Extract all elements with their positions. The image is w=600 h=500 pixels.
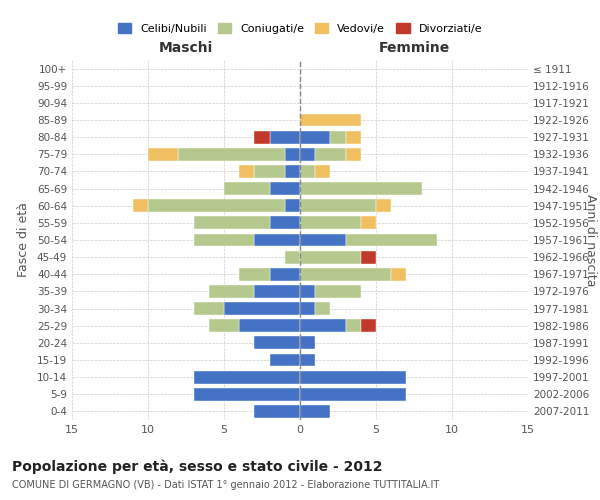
Bar [300, 200, 376, 212]
Bar [224, 302, 300, 315]
Bar [194, 388, 300, 400]
Bar [239, 320, 300, 332]
Bar [285, 200, 300, 212]
Bar [209, 320, 239, 332]
Bar [254, 405, 300, 418]
Bar [346, 320, 361, 332]
Y-axis label: Fasce di età: Fasce di età [17, 202, 30, 278]
Bar [300, 250, 361, 264]
Bar [300, 216, 361, 230]
Bar [361, 216, 376, 230]
Bar [285, 148, 300, 160]
Bar [224, 182, 269, 195]
Bar [209, 285, 254, 298]
Bar [148, 148, 178, 160]
Bar [315, 148, 346, 160]
Text: Femmine: Femmine [379, 41, 449, 55]
Bar [300, 182, 422, 195]
Bar [194, 216, 269, 230]
Bar [194, 234, 254, 246]
Bar [300, 165, 315, 178]
Bar [376, 200, 391, 212]
Bar [148, 200, 285, 212]
Bar [346, 234, 437, 246]
Bar [361, 250, 376, 264]
Bar [133, 200, 148, 212]
Bar [254, 234, 300, 246]
Bar [315, 302, 331, 315]
Text: Popolazione per età, sesso e stato civile - 2012: Popolazione per età, sesso e stato civil… [12, 460, 383, 474]
Bar [300, 114, 361, 126]
Bar [300, 130, 331, 143]
Bar [269, 268, 300, 280]
Bar [285, 250, 300, 264]
Bar [254, 165, 285, 178]
Bar [300, 285, 315, 298]
Bar [269, 182, 300, 195]
Bar [361, 320, 376, 332]
Bar [315, 285, 361, 298]
Text: Maschi: Maschi [159, 41, 213, 55]
Bar [300, 148, 315, 160]
Bar [254, 285, 300, 298]
Bar [269, 130, 300, 143]
Bar [300, 268, 391, 280]
Bar [254, 336, 300, 349]
Bar [300, 302, 315, 315]
Bar [300, 234, 346, 246]
Y-axis label: Anni di nascita: Anni di nascita [584, 194, 596, 286]
Bar [239, 268, 269, 280]
Bar [300, 354, 315, 366]
Text: COMUNE DI GERMAGNO (VB) - Dati ISTAT 1° gennaio 2012 - Elaborazione TUTTITALIA.I: COMUNE DI GERMAGNO (VB) - Dati ISTAT 1° … [12, 480, 439, 490]
Bar [300, 320, 346, 332]
Legend: Celibi/Nubili, Coniugati/e, Vedovi/e, Divorziati/e: Celibi/Nubili, Coniugati/e, Vedovi/e, Di… [113, 19, 487, 38]
Bar [346, 130, 361, 143]
Bar [194, 370, 300, 384]
Bar [300, 388, 406, 400]
Bar [239, 165, 254, 178]
Bar [346, 148, 361, 160]
Bar [178, 148, 285, 160]
Bar [315, 165, 331, 178]
Bar [300, 370, 406, 384]
Bar [269, 216, 300, 230]
Bar [194, 302, 224, 315]
Bar [254, 130, 269, 143]
Bar [331, 130, 346, 143]
Bar [300, 405, 331, 418]
Bar [391, 268, 406, 280]
Bar [285, 165, 300, 178]
Bar [300, 336, 315, 349]
Bar [269, 354, 300, 366]
